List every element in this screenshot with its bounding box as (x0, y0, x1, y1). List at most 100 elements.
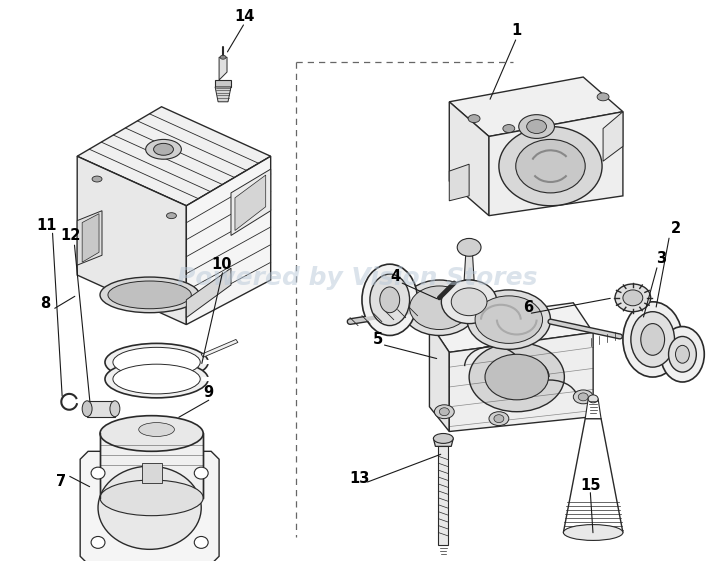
Ellipse shape (433, 434, 453, 443)
Polygon shape (100, 434, 203, 498)
Text: 6: 6 (523, 300, 534, 315)
Ellipse shape (475, 296, 543, 343)
Ellipse shape (516, 139, 585, 193)
Ellipse shape (100, 416, 203, 451)
Polygon shape (429, 323, 449, 431)
Ellipse shape (362, 264, 418, 336)
Ellipse shape (668, 337, 696, 372)
Ellipse shape (468, 114, 480, 122)
Polygon shape (449, 164, 469, 201)
Ellipse shape (100, 277, 199, 312)
Ellipse shape (631, 312, 675, 367)
Text: Powered by Vision Stores: Powered by Vision Stores (177, 266, 537, 290)
Ellipse shape (439, 408, 449, 416)
Polygon shape (186, 268, 231, 318)
Ellipse shape (91, 536, 105, 548)
Polygon shape (87, 401, 115, 417)
Polygon shape (82, 214, 99, 262)
Ellipse shape (194, 536, 208, 548)
Polygon shape (235, 175, 266, 231)
Polygon shape (464, 248, 474, 280)
Ellipse shape (434, 405, 454, 418)
Ellipse shape (563, 525, 623, 540)
Ellipse shape (91, 467, 105, 479)
Polygon shape (489, 112, 623, 215)
Ellipse shape (139, 422, 174, 437)
Polygon shape (141, 463, 161, 483)
Text: 2: 2 (670, 221, 680, 236)
Ellipse shape (113, 364, 200, 394)
Ellipse shape (573, 390, 593, 404)
Ellipse shape (370, 274, 410, 325)
Polygon shape (438, 446, 448, 545)
Ellipse shape (467, 290, 550, 349)
Polygon shape (585, 399, 601, 418)
Polygon shape (186, 156, 271, 324)
Polygon shape (563, 418, 623, 532)
Text: 14: 14 (235, 9, 255, 24)
Ellipse shape (623, 290, 643, 306)
Polygon shape (80, 451, 219, 564)
Text: 5: 5 (373, 332, 383, 347)
Ellipse shape (105, 343, 208, 381)
Text: 13: 13 (350, 470, 370, 486)
Ellipse shape (441, 280, 497, 324)
Ellipse shape (146, 139, 181, 159)
Ellipse shape (113, 347, 200, 377)
Polygon shape (429, 303, 593, 352)
Polygon shape (231, 169, 271, 235)
Polygon shape (449, 102, 489, 215)
Polygon shape (433, 438, 453, 446)
Ellipse shape (503, 125, 515, 133)
Ellipse shape (485, 354, 548, 400)
Ellipse shape (100, 480, 203, 515)
Text: 3: 3 (657, 251, 667, 266)
Ellipse shape (380, 287, 400, 312)
Ellipse shape (82, 401, 92, 417)
Ellipse shape (615, 284, 650, 312)
Ellipse shape (499, 126, 602, 206)
Ellipse shape (105, 360, 208, 398)
Text: 12: 12 (60, 228, 81, 243)
Polygon shape (603, 112, 623, 161)
Ellipse shape (410, 286, 469, 329)
Ellipse shape (469, 342, 564, 412)
Ellipse shape (154, 143, 174, 155)
Polygon shape (77, 211, 102, 265)
Ellipse shape (108, 281, 191, 309)
Polygon shape (215, 80, 231, 87)
Polygon shape (219, 57, 227, 80)
Ellipse shape (519, 114, 555, 138)
Ellipse shape (92, 176, 102, 182)
Polygon shape (449, 333, 593, 431)
Ellipse shape (110, 401, 120, 417)
Text: 10: 10 (211, 257, 231, 272)
Ellipse shape (623, 302, 683, 377)
Polygon shape (77, 156, 186, 324)
Ellipse shape (457, 239, 481, 256)
Text: 1: 1 (512, 23, 522, 38)
Text: 8: 8 (40, 296, 51, 311)
Ellipse shape (660, 327, 704, 382)
Ellipse shape (527, 120, 546, 134)
Ellipse shape (597, 93, 609, 101)
Ellipse shape (166, 213, 176, 219)
Ellipse shape (220, 55, 226, 59)
Polygon shape (77, 107, 271, 206)
Polygon shape (215, 87, 231, 102)
Ellipse shape (194, 467, 208, 479)
Polygon shape (449, 77, 623, 136)
Ellipse shape (98, 466, 201, 549)
Ellipse shape (451, 288, 487, 316)
Ellipse shape (578, 393, 588, 401)
Text: 9: 9 (203, 385, 213, 400)
Ellipse shape (588, 395, 598, 403)
Text: 7: 7 (56, 474, 66, 488)
Ellipse shape (402, 280, 477, 336)
Ellipse shape (494, 415, 504, 422)
Ellipse shape (675, 345, 690, 363)
Text: 4: 4 (391, 268, 401, 284)
Text: 15: 15 (580, 478, 600, 494)
Ellipse shape (640, 324, 665, 355)
Ellipse shape (489, 412, 509, 426)
